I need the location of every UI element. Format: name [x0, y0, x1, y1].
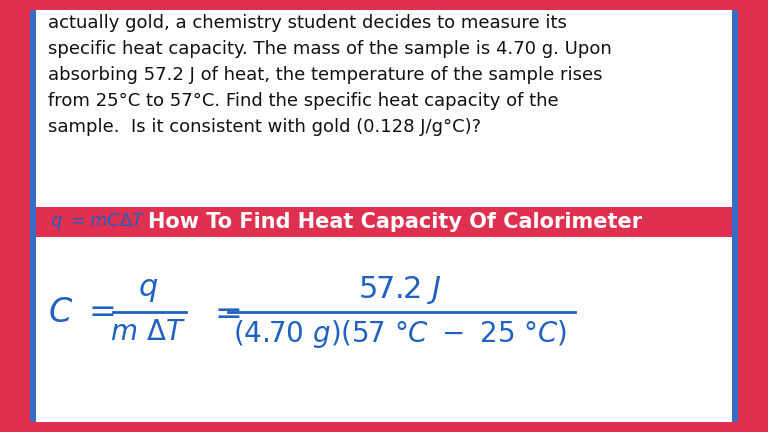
- Bar: [30, 10, 36, 422]
- Bar: [36, 207, 732, 237]
- Text: sample.  Is it consistent with gold (0.128 J/g°C)?: sample. Is it consistent with gold (0.12…: [48, 118, 481, 136]
- Text: absorbing 57.2 J of heat, the temperature of the sample rises: absorbing 57.2 J of heat, the temperatur…: [48, 66, 603, 84]
- Text: $q\ =mC\Delta T$: $q\ =mC\Delta T$: [50, 212, 146, 232]
- Text: How To Find Heat Capacity Of Calorimeter: How To Find Heat Capacity Of Calorimeter: [148, 212, 642, 232]
- Text: specific heat capacity. The mass of the sample is 4.70 g. Upon: specific heat capacity. The mass of the …: [48, 40, 612, 58]
- Bar: [732, 10, 738, 422]
- Text: $q$: $q$: [138, 276, 158, 305]
- Text: $C\ =$: $C\ =$: [48, 295, 115, 328]
- Text: $=$: $=$: [208, 295, 241, 328]
- Text: actually gold, a chemistry student decides to measure its: actually gold, a chemistry student decid…: [48, 14, 567, 32]
- Text: $57.2\ J$: $57.2\ J$: [358, 274, 442, 306]
- Text: $m\ \Delta T$: $m\ \Delta T$: [110, 318, 186, 346]
- Text: from 25°C to 57°C. Find the specific heat capacity of the: from 25°C to 57°C. Find the specific hea…: [48, 92, 558, 110]
- Text: $(4.70\ g)(57\ \mathregular{°C}\ -\ 25\ \mathregular{°C})$: $(4.70\ g)(57\ \mathregular{°C}\ -\ 25\ …: [233, 318, 568, 350]
